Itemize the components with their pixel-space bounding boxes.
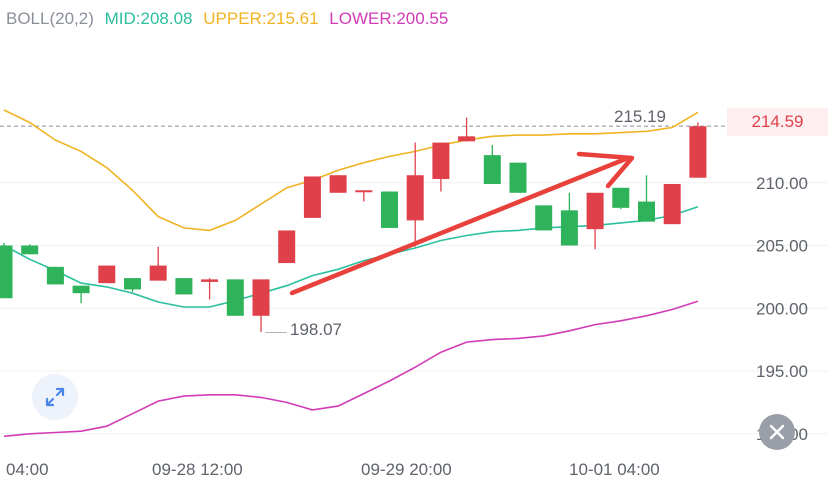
y-tick-label: 200.00: [756, 299, 808, 318]
upper-band-line: [3, 109, 699, 232]
candle: [175, 278, 193, 295]
candle-body: [278, 230, 296, 264]
candle-body: [21, 245, 39, 255]
candle: [201, 278, 219, 300]
x-tick-label: 09-29 20:00: [361, 460, 452, 479]
x-axis: 04:00 09-28 12:00 09-29 20:00 10-01 04:00: [6, 460, 660, 479]
candle: [509, 162, 527, 193]
candle: [355, 190, 373, 202]
annotations: 215.19 198.07: [265, 107, 666, 339]
candle: [560, 192, 578, 246]
low-label: 198.07: [290, 320, 342, 339]
bollinger-bands: [3, 109, 699, 438]
close-x-icon: [769, 424, 785, 440]
expand-arrows-icon: [45, 387, 65, 407]
candle: [586, 192, 604, 250]
candles: [0, 117, 707, 333]
candle-body: [638, 201, 655, 222]
grid-lines: [0, 125, 828, 435]
trend-arrow-shaft: [289, 155, 631, 296]
candle: [98, 265, 116, 284]
candle-body: [560, 210, 578, 246]
candle: [278, 230, 296, 264]
candle-body: [252, 279, 270, 316]
legend-lower: LOWER:200.55: [329, 9, 449, 28]
candle-body: [612, 187, 630, 208]
candle: [303, 176, 321, 218]
candle-body: [201, 279, 219, 282]
y-tick-label: 195.00: [756, 362, 808, 381]
trend-arrow-head: [576, 151, 635, 189]
candle: [149, 246, 167, 281]
close-button[interactable]: [759, 414, 795, 450]
candle: [432, 142, 450, 192]
expand-button[interactable]: [32, 374, 78, 420]
candle-body: [432, 142, 450, 179]
candle-body: [175, 278, 193, 295]
candle-body: [149, 265, 167, 281]
legend-upper: UPPER:215.61: [203, 9, 319, 28]
candle-body: [509, 162, 527, 193]
candle: [612, 187, 630, 210]
candle-body: [355, 190, 373, 193]
legend-mid: MID:208.08: [104, 9, 193, 28]
candle-body: [72, 285, 90, 294]
candle-body: [226, 279, 244, 316]
y-tick-label: 205.00: [756, 237, 808, 256]
candle: [329, 175, 347, 193]
x-tick-label: 09-28 12:00: [152, 460, 243, 479]
candle: [663, 184, 681, 225]
candle-body: [458, 136, 476, 142]
candle-body: [689, 126, 707, 178]
candle-body: [483, 155, 501, 185]
candle: [406, 142, 424, 247]
lower-band-line: [3, 300, 699, 438]
candle: [0, 242, 13, 299]
x-tick-label: 04:00: [6, 460, 49, 479]
candle: [226, 279, 244, 316]
candle-body: [586, 192, 604, 230]
candle-body: [303, 176, 321, 218]
candle: [535, 205, 553, 231]
high-label: 215.19: [614, 107, 666, 126]
candle-body: [0, 245, 13, 299]
candle-body: [381, 191, 398, 228]
current-price-tag: 214.59: [727, 108, 828, 136]
candle: [638, 175, 655, 222]
candle: [483, 145, 501, 185]
candle: [458, 117, 476, 142]
candle: [381, 191, 398, 228]
y-tick-label: 210.00: [756, 174, 808, 193]
candle: [124, 278, 141, 292]
boll-legend: BOLL(20,2) MID:208.08 UPPER:215.61 LOWER…: [6, 9, 454, 29]
candle: [252, 279, 270, 333]
mid-band-line: [3, 206, 699, 308]
candle-body: [663, 184, 681, 225]
candle: [46, 266, 64, 285]
candle-body: [98, 265, 116, 284]
candle: [72, 285, 90, 304]
legend-title: BOLL(20,2): [6, 9, 94, 28]
candle-body: [124, 278, 141, 290]
candle-body: [329, 175, 347, 193]
candle-body: [46, 266, 64, 285]
candle-body: [406, 175, 424, 221]
x-tick-label: 10-01 04:00: [569, 460, 660, 479]
candle: [21, 244, 39, 255]
candle: [689, 122, 707, 178]
candle-body: [535, 205, 553, 231]
